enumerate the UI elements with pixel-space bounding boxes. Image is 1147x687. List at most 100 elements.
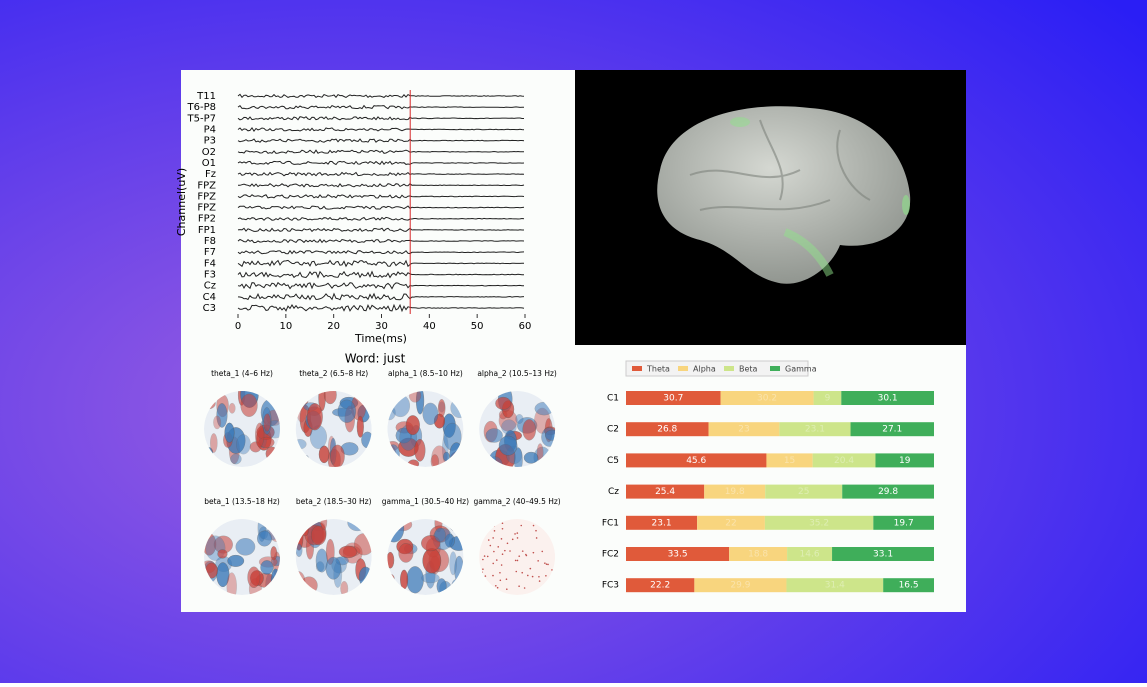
y-tick-label: FC1 xyxy=(602,518,619,528)
channel-label: P4 xyxy=(204,124,216,135)
topomap-label: alpha_1 (8.5–10 Hz) xyxy=(388,369,463,378)
blob xyxy=(515,414,524,424)
bar-segment xyxy=(704,484,766,499)
bar-segment xyxy=(708,422,780,437)
sensor xyxy=(482,568,484,570)
legend-swatch xyxy=(770,366,780,371)
channel-label: FPZ xyxy=(197,191,216,202)
blob xyxy=(421,572,440,584)
channel-label: F7 xyxy=(204,247,216,258)
trace xyxy=(237,238,525,244)
topomap-label: theta_1 (4–6 Hz) xyxy=(211,369,273,378)
trace xyxy=(237,127,525,132)
topomap-disc xyxy=(479,519,556,595)
y-tick-label: FC2 xyxy=(602,550,619,560)
sensor xyxy=(520,524,523,527)
sensor xyxy=(501,553,504,556)
sensor xyxy=(482,558,484,561)
y-axis-label: Channel(uV) xyxy=(175,168,188,236)
trace xyxy=(237,205,525,210)
data-label: 31.4 xyxy=(825,581,845,591)
bar-segment xyxy=(626,515,698,530)
legend-swatch xyxy=(724,366,734,371)
blob xyxy=(310,525,327,546)
bar-segment xyxy=(841,391,934,405)
x-tick-label: 50 xyxy=(471,321,484,332)
bar-segment xyxy=(765,484,843,499)
data-label: 22 xyxy=(725,518,736,528)
blob xyxy=(498,435,518,456)
trace xyxy=(237,104,524,110)
data-label: 19 xyxy=(899,456,911,466)
legend-swatch xyxy=(678,366,688,371)
data-label: 30.1 xyxy=(878,394,898,404)
sensor xyxy=(492,537,494,539)
topomap-label: beta_1 (13.5–18 Hz) xyxy=(204,497,280,506)
bar-segment xyxy=(786,578,884,593)
bar-segment xyxy=(850,422,934,437)
sensor xyxy=(499,579,502,582)
trace xyxy=(237,116,524,121)
x-tick-label: 60 xyxy=(519,321,532,332)
sensor xyxy=(525,553,527,556)
data-label: 9 xyxy=(825,394,831,404)
data-label: 35.2 xyxy=(809,518,829,528)
x-axis-label: Time(ms) xyxy=(354,332,407,345)
x-tick-label: 30 xyxy=(375,321,388,332)
sensor xyxy=(551,569,553,571)
trace xyxy=(237,227,524,233)
channel-label: FP2 xyxy=(198,214,216,225)
bar-segment xyxy=(626,484,705,499)
data-label: 22.2 xyxy=(650,581,670,591)
legend-label: Beta xyxy=(739,365,758,374)
bar-segment xyxy=(626,453,767,468)
channel-label: F3 xyxy=(204,270,216,281)
blob xyxy=(224,422,235,443)
channel-label: Cz xyxy=(204,281,216,292)
bar-segment xyxy=(832,547,934,561)
sensor xyxy=(532,551,535,554)
blob xyxy=(263,413,271,432)
sensor xyxy=(518,585,520,588)
sensor xyxy=(487,539,490,541)
channel-label: C4 xyxy=(203,292,216,303)
blob xyxy=(437,399,446,418)
blob xyxy=(406,566,424,594)
trace xyxy=(237,281,524,290)
blob xyxy=(416,391,425,415)
bar-segment xyxy=(626,547,730,561)
blob xyxy=(398,543,414,563)
bar-segment xyxy=(787,547,833,561)
channel-label: T6-P8 xyxy=(187,102,216,113)
blob xyxy=(227,554,245,567)
sensor xyxy=(497,546,500,548)
bar-segment xyxy=(626,422,709,437)
sensor xyxy=(527,574,529,577)
blob xyxy=(523,451,539,464)
y-tick-label: Cz xyxy=(608,487,619,497)
blob xyxy=(444,533,455,548)
bar-segment xyxy=(812,453,876,468)
blob xyxy=(247,566,261,588)
channel-label: FP1 xyxy=(198,225,216,236)
blob xyxy=(405,415,420,436)
blob xyxy=(270,546,278,561)
sensor xyxy=(541,550,544,553)
sensor xyxy=(504,549,506,552)
trace xyxy=(237,183,525,188)
bar-segment xyxy=(842,484,934,499)
bar-segment xyxy=(813,391,842,405)
blob xyxy=(325,556,342,580)
data-label: 14.6 xyxy=(800,550,820,560)
blob xyxy=(485,428,503,443)
sensor xyxy=(500,538,503,540)
x-tick-label: 40 xyxy=(423,321,436,332)
sensor xyxy=(489,544,492,547)
channel-label: P3 xyxy=(204,136,216,147)
sensor xyxy=(495,559,498,561)
data-label: 19.7 xyxy=(894,518,914,528)
blob xyxy=(217,549,228,559)
sensor xyxy=(537,560,539,562)
topomap-disc xyxy=(479,391,556,467)
